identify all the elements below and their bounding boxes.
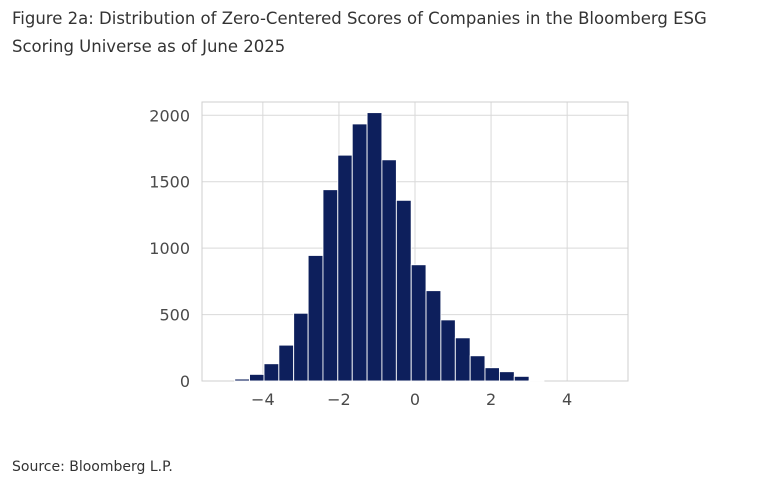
y-tick-label: 0 xyxy=(180,372,190,391)
x-tick-label: 4 xyxy=(562,390,572,409)
histogram-bar xyxy=(498,371,515,382)
histogram-bar xyxy=(322,189,339,382)
chart-title: Figure 2a: Distribution of Zero-Centered… xyxy=(12,9,707,56)
histogram-bar xyxy=(528,379,545,382)
histogram-bar xyxy=(337,154,353,382)
histogram-bar xyxy=(263,363,280,382)
x-tick-label: −4 xyxy=(251,390,275,409)
histogram-bar xyxy=(351,123,368,382)
histogram-bar xyxy=(307,254,324,382)
histogram-bar xyxy=(381,159,397,382)
histogram-bar xyxy=(410,264,427,382)
y-axis-ticks: 0 500 1000 1500 2000 xyxy=(149,106,190,391)
y-tick-label: 1500 xyxy=(149,173,190,192)
histogram-bar xyxy=(366,112,383,382)
histogram-bar xyxy=(440,319,456,382)
histogram-bar xyxy=(454,337,471,382)
histogram-bar xyxy=(469,355,486,382)
histogram-bar xyxy=(425,290,442,382)
x-tick-label: 0 xyxy=(410,390,420,409)
histogram-bar xyxy=(484,367,500,382)
histogram-bar xyxy=(513,375,530,382)
y-tick-label: 2000 xyxy=(149,106,190,125)
histogram-bar xyxy=(395,199,412,382)
y-tick-label: 1000 xyxy=(149,239,190,258)
x-tick-label: −2 xyxy=(327,390,351,409)
x-tick-label: 2 xyxy=(486,390,496,409)
histogram-bar xyxy=(234,378,250,382)
x-axis-ticks: −4 −2 0 2 4 xyxy=(251,390,572,409)
source-note: Source: Bloomberg L.P. xyxy=(12,459,173,475)
histogram-bar xyxy=(249,373,265,382)
y-tick-label: 500 xyxy=(159,306,190,325)
histogram-bar xyxy=(293,312,309,382)
bars xyxy=(234,112,545,382)
histogram-bar xyxy=(278,344,295,382)
